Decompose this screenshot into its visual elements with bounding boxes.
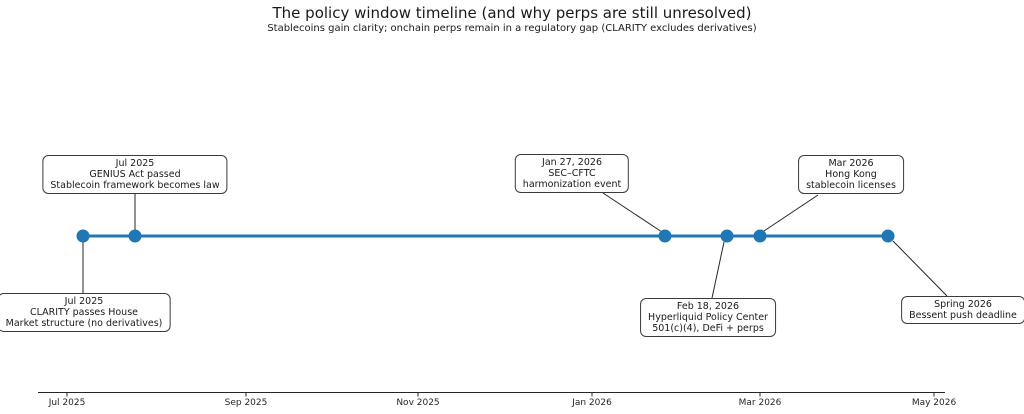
event-dot-sec-cftc-harmonization (658, 229, 672, 243)
event-label-box-sec-cftc-harmonization: Jan 27, 2026 SEC–CFTC harmonization event (514, 154, 630, 193)
event-label-line: 501(c)(4), DeFi + perps (652, 323, 764, 334)
event-label-line: Feb 18, 2026 (676, 301, 740, 312)
event-label-line: Spring 2026 (934, 299, 992, 310)
event-dot-bessent-push-deadline (881, 229, 895, 243)
event-dot-hyperliquid-policy-center (720, 229, 734, 243)
event-label-line: stablecoin licenses (806, 180, 896, 191)
chart-subtitle: Stablecoins gain clarity; onchain perps … (267, 23, 757, 34)
x-tick-label: Mar 2026 (738, 398, 782, 408)
event-label-box-hyperliquid-policy-center: Feb 18, 2026 Hyperliquid Policy Center 501… (640, 298, 776, 337)
event-dot-hong-kong-stablecoin-licenses (753, 229, 767, 243)
x-tick-label: Sep 2025 (224, 398, 268, 408)
event-dot-clarity-passes-house (76, 229, 90, 243)
event-dot-genius-act-passed (128, 229, 142, 243)
x-tick-label: Jul 2025 (48, 398, 86, 408)
x-tick-label: Nov 2025 (396, 398, 440, 408)
event-label-box-bessent-push-deadline: Spring 2026 Bessent push deadline (901, 296, 1024, 324)
event-label-line: Market structure (no derivatives) (5, 318, 163, 329)
event-label-line: Mar 2026 (828, 158, 874, 169)
event-label-line: Hyperliquid Policy Center (648, 312, 768, 323)
event-label-line: SEC–CFTC (548, 168, 596, 179)
event-connector-hong-kong-stablecoin-licenses (763, 194, 819, 232)
event-label-line: Bessent push deadline (909, 310, 1017, 321)
x-tick-label: May 2026 (911, 398, 957, 408)
event-label-line: Hong Kong (825, 169, 877, 180)
x-tick-label: Jan 2026 (572, 398, 612, 408)
event-label-line: GENIUS Act passed (89, 169, 181, 180)
event-label-line: Stablecoin framework becomes law (50, 180, 220, 191)
event-label-line: CLARITY passes House (29, 307, 138, 318)
event-label-line: Jul 2025 (64, 296, 104, 307)
event-connector-hyperliquid-policy-center (711, 241, 725, 299)
event-connector-bessent-push-deadline (892, 240, 948, 297)
event-label-box-hong-kong-stablecoin-licenses: Mar 2026 Hong Kong stablecoin licenses (798, 155, 904, 194)
event-label-line: Jul 2025 (115, 158, 155, 169)
chart-title: The policy window timeline (and why perp… (272, 4, 752, 22)
event-connector-sec-cftc-harmonization (602, 192, 663, 233)
event-label-box-clarity-passes-house: Jul 2025 CLARITY passes House Market struc… (0, 293, 171, 332)
event-label-box-genius-act-passed: Jul 2025 GENIUS Act passed Stablecoin fram… (42, 155, 228, 194)
event-label-line: harmonization event (522, 179, 622, 190)
event-label-line: Jan 27, 2026 (542, 157, 602, 168)
